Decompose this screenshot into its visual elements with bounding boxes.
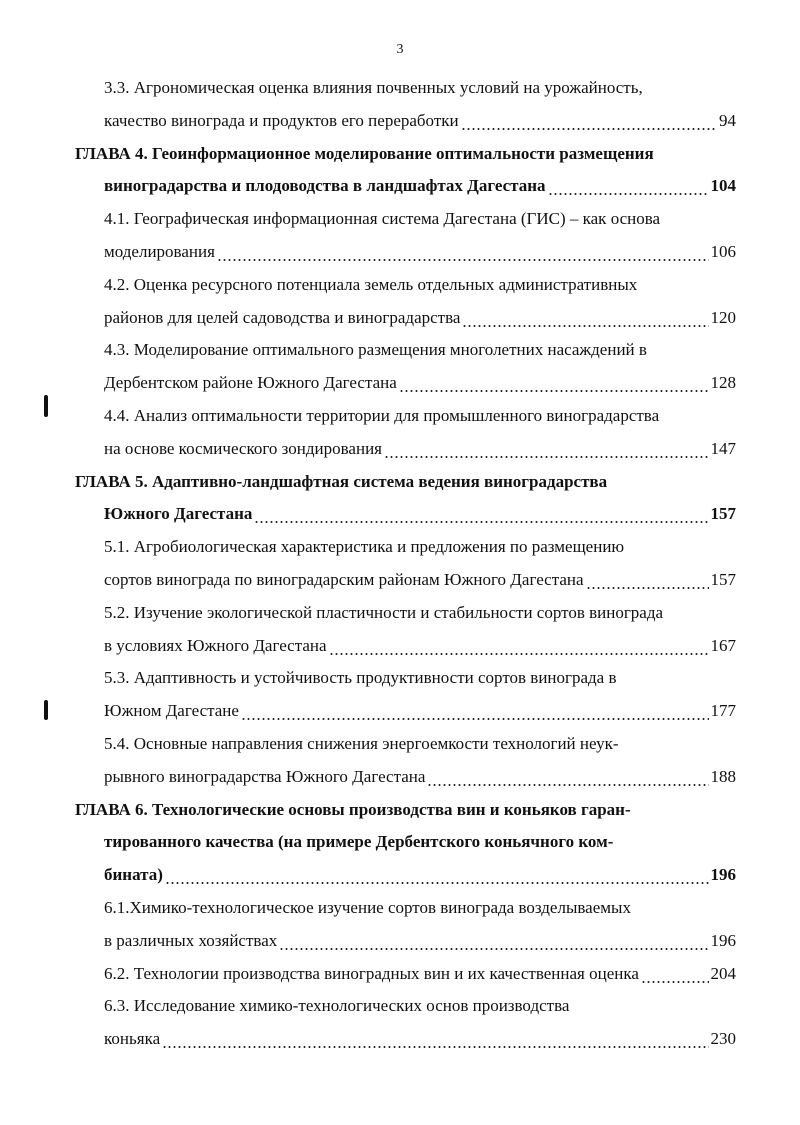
page-ref: 147 [710, 438, 737, 458]
section-line: Южном Дагестане 177 [0, 695, 800, 728]
page-ref: 106 [710, 241, 737, 261]
table-of-contents: 3.3. Агрономическая оценка влияния почве… [0, 72, 800, 1056]
entry-text: Южного Дагестана [104, 504, 253, 524]
section-line: 3.3. Агрономическая оценка влияния почве… [0, 72, 800, 105]
section-line: качество винограда и продуктов его перер… [0, 104, 800, 138]
section-line: в условиях Южного Дагестана 167 [0, 629, 800, 663]
entry-text: районов для целей садоводства и виноград… [104, 307, 461, 327]
dot-leader [164, 859, 709, 892]
page-ref: 196 [710, 930, 737, 950]
entry-text: на основе космического зондирования [104, 438, 382, 458]
entry-text: Дербентском районе Южного Дагестана [104, 373, 397, 393]
section-line: рывного виноградарства Южного Дагестана 1… [0, 760, 800, 794]
dot-leader [398, 367, 709, 400]
dot-leader [462, 301, 709, 335]
dot-leader [162, 1023, 709, 1056]
section-line: 4.4. Анализ оптимальности территории для… [0, 400, 800, 433]
dot-leader [216, 235, 709, 269]
chapter-line: тированного качества (на примере Дербент… [0, 826, 800, 859]
page-ref: 104 [710, 176, 737, 196]
entry-text: коньяка [104, 1029, 161, 1049]
page-number: 3 [396, 42, 404, 57]
entry-text: 4.3. Моделирование оптимального размещен… [104, 340, 647, 360]
entry-text: моделирования [104, 241, 215, 261]
section-line: 4.2. Оценка ресурсного потенциала земель… [0, 269, 800, 302]
entry-text: 6.2. Технологии производства виноградных… [104, 963, 639, 983]
section-line: 4.3. Моделирование оптимального размещен… [0, 334, 800, 367]
entry-text: 6.1.Химико-технологическое изучение сорт… [104, 897, 631, 917]
chapter-line: ГЛАВА 6. Технологические основы производ… [0, 794, 800, 827]
page-ref: 128 [710, 373, 737, 393]
entry-text: в различных хозяйствах [104, 930, 278, 950]
section-line: 5.2. Изучение экологической пластичности… [0, 597, 800, 630]
entry-text: 4.4. Анализ оптимальности территории для… [104, 405, 660, 425]
section-line: 6.1.Химико-технологическое изучение сорт… [0, 892, 800, 925]
dot-leader [384, 432, 709, 466]
section-line: коньяка 230 [0, 1023, 800, 1056]
entry-text: 5.2. Изучение экологической пластичности… [104, 602, 664, 622]
section-line: районов для целей садоводства и виноград… [0, 301, 800, 335]
dot-leader [460, 104, 717, 138]
dot-leader [254, 498, 709, 532]
dot-leader [585, 563, 709, 597]
entry-text: качество винограда и продуктов его перер… [104, 110, 459, 130]
entry-text: рывного виноградарства Южного Дагестана [104, 766, 426, 786]
dot-leader [640, 957, 709, 991]
page-ref: 177 [710, 701, 737, 721]
dot-leader [427, 760, 709, 794]
section-line: 5.3. Адаптивность и устойчивость продукт… [0, 662, 800, 695]
entry-text: 5.4. Основные направления снижения энерг… [104, 733, 619, 753]
chapter-line: ГЛАВА 5. Адаптивно-ландшафтная система в… [0, 466, 800, 499]
page-ref: 120 [710, 307, 737, 327]
dot-leader [240, 695, 709, 728]
entry-text: ГЛАВА 5. Адаптивно-ландшафтная система в… [75, 471, 608, 491]
page-ref: 204 [710, 963, 737, 983]
section-line: 4.1. Географическая информационная систе… [0, 203, 800, 236]
entry-text: 4.1. Географическая информационная систе… [104, 209, 661, 229]
page-ref: 157 [710, 569, 737, 589]
entry-text: сортов винограда по виноградарским район… [104, 569, 584, 589]
chapter-line: ГЛАВА 4. Геоинформационное моделирование… [0, 138, 800, 171]
entry-text: 5.1. Агробиологическая характеристика и … [104, 537, 625, 557]
chapter-line: виноградарства и плодоводства в ландшафт… [0, 170, 800, 204]
section-line: сортов винограда по виноградарским район… [0, 563, 800, 597]
scan-mark [44, 395, 48, 417]
section-line: 5.1. Агробиологическая характеристика и … [0, 531, 800, 564]
page-ref: 230 [710, 1029, 737, 1049]
section-line: 5.4. Основные направления снижения энерг… [0, 728, 800, 761]
entry-text: 6.3. Исследование химико-технологических… [104, 996, 570, 1016]
entry-text: тированного качества (на примере Дербент… [104, 832, 614, 852]
section-line: 6.2. Технологии производства виноградных… [0, 957, 800, 991]
section-line: Дербентском районе Южного Дагестана 128 [0, 367, 800, 400]
entry-text: в условиях Южного Дагестана [104, 635, 327, 655]
page-ref: 157 [710, 504, 737, 524]
chapter-line: бината) 196 [0, 859, 800, 892]
entry-text: 5.3. Адаптивность и устойчивость продукт… [104, 668, 617, 688]
dot-leader [547, 170, 709, 204]
section-line: в различных хозяйствах 196 [0, 924, 800, 958]
chapter-line: Южного Дагестана 157 [0, 498, 800, 532]
scan-mark [44, 700, 48, 720]
section-line: моделирования 106 [0, 235, 800, 269]
entry-text: виноградарства и плодоводства в ландшафт… [104, 176, 546, 196]
page-ref: 167 [710, 635, 737, 655]
entry-text: 4.2. Оценка ресурсного потенциала земель… [104, 274, 638, 294]
dot-leader [328, 629, 709, 663]
entry-text: ГЛАВА 4. Геоинформационное моделирование… [75, 143, 654, 163]
dot-leader [279, 924, 709, 958]
section-line: на основе космического зондирования 147 [0, 432, 800, 466]
entry-text: 3.3. Агрономическая оценка влияния почве… [104, 78, 643, 97]
entry-text: Южном Дагестане [104, 701, 239, 721]
entry-text: бината) [104, 865, 163, 885]
entry-text: ГЛАВА 6. Технологические основы производ… [75, 799, 631, 819]
section-line: 6.3. Исследование химико-технологических… [0, 990, 800, 1023]
page-ref: 188 [710, 766, 737, 786]
page-ref: 196 [710, 865, 737, 885]
page-ref: 94 [719, 110, 736, 130]
